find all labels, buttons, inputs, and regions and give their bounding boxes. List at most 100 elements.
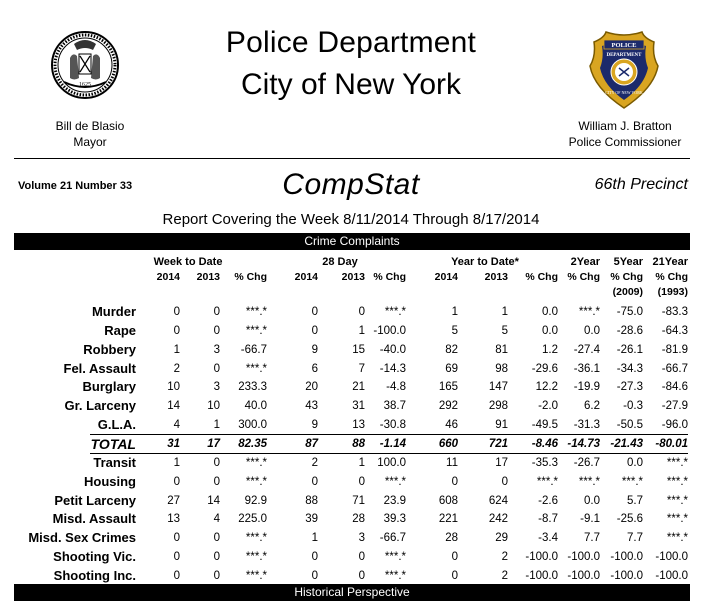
cell-21year-pct: -66.7 (661, 363, 688, 375)
header-21year: 21Year (652, 256, 688, 268)
cell-week-pct: 92.9 (244, 495, 267, 507)
cell-28day-pct: -40.0 (379, 344, 406, 356)
cell-28day-2013: 0 (358, 551, 365, 563)
header-2year: 2Year (570, 256, 600, 268)
subheader-5year-base: (2009) (612, 286, 643, 298)
cell-28day-2014: 43 (305, 400, 318, 412)
cell-21year-pct: -83.3 (661, 306, 688, 318)
cell-2year-pct: -36.1 (573, 363, 600, 375)
row-label: G.L.A. (97, 417, 136, 432)
cell-ytd-2013: 2 (501, 570, 508, 582)
cell-21year-pct: ***.* (666, 495, 688, 507)
cell-28day-pct: ***.* (384, 476, 406, 488)
cell-ytd-2013: 5 (501, 325, 508, 337)
cell-28day-2014: 0 (311, 570, 318, 582)
subheader-21year-base: (1993) (657, 286, 688, 298)
cell-28day-2014: 0 (311, 476, 318, 488)
cell-21year-pct: -80.01 (655, 438, 688, 450)
cell-ytd-2013: 1 (501, 306, 508, 318)
section-bar-historical-perspective: Historical Perspective (14, 584, 690, 601)
precinct-name: 66th Precinct (594, 176, 688, 193)
cell-week-2014: 13 (167, 513, 180, 525)
table-row: Petit Larceny 27 14 92.9 88 71 23.9 608 624 -2.6 0… (0, 492, 702, 510)
cell-5year-pct: -25.6 (616, 513, 643, 525)
police-badge-logo: POLICE DEPARTMENT CITY OF NEW YORK (589, 31, 659, 109)
volume-number: Volume 21 Number 33 (18, 180, 133, 192)
cell-21year-pct: ***.* (666, 532, 688, 544)
cell-28day-2013: 15 (352, 344, 365, 356)
cell-28day-pct: -1.14 (379, 438, 406, 450)
section-bar-crime-complaints: Crime Complaints (14, 233, 690, 250)
cell-ytd-2014: 28 (445, 532, 458, 544)
cell-5year-pct: 5.7 (627, 495, 643, 507)
cell-5year-pct: -28.6 (616, 325, 643, 337)
cell-5year-pct: -26.1 (616, 344, 643, 356)
cell-5year-pct: -0.3 (623, 400, 643, 412)
cell-21year-pct: ***.* (666, 476, 688, 488)
subheader-week-pct: % Chg (234, 271, 267, 283)
cell-21year-pct: ***.* (666, 457, 688, 469)
subheader-ytd-2014: 2014 (434, 271, 458, 283)
cell-5year-pct: -75.0 (616, 306, 643, 318)
cell-28day-2013: 3 (358, 532, 365, 544)
row-label: Shooting Vic. (53, 549, 136, 564)
cell-5year-pct: -34.3 (616, 363, 643, 375)
cell-28day-2014: 9 (311, 419, 318, 431)
cell-ytd-pct: -3.4 (538, 532, 558, 544)
cell-ytd-2013: 29 (495, 532, 508, 544)
cell-21year-pct: -100.0 (655, 570, 688, 582)
row-label: Gr. Larceny (64, 398, 136, 413)
row-label: Misd. Sex Crimes (28, 530, 136, 545)
cell-28day-2014: 20 (305, 381, 318, 393)
table-row: Gr. Larceny 14 10 40.0 43 31 38.7 292 298 -2.0 6.2… (0, 397, 702, 415)
row-label: Robbery (83, 342, 136, 357)
cell-2year-pct: -26.7 (573, 457, 600, 469)
cell-28day-2014: 88 (305, 495, 318, 507)
cell-week-2013: 0 (213, 325, 220, 337)
cell-28day-2013: 0 (358, 476, 365, 488)
cell-28day-pct: ***.* (384, 551, 406, 563)
cell-ytd-pct: -8.46 (531, 438, 558, 450)
badge-top-text: POLICE (612, 42, 637, 49)
cell-ytd-2014: 0 (451, 570, 458, 582)
cell-5year-pct: 7.7 (627, 532, 643, 544)
cell-28day-2014: 0 (311, 306, 318, 318)
table-row: Shooting Inc. 0 0 ***.* 0 0 ***.* 0 2 -100.0 -100.… (0, 567, 702, 585)
cell-week-2014: 0 (173, 325, 180, 337)
total-rule-top (90, 434, 688, 435)
cell-ytd-pct: -100.0 (525, 551, 558, 563)
cell-week-2014: 0 (173, 476, 180, 488)
cell-week-2014: 1 (173, 457, 180, 469)
header-divider (14, 158, 690, 159)
cell-28day-pct: ***.* (384, 570, 406, 582)
cell-ytd-2014: 46 (445, 419, 458, 431)
cell-week-2013: 0 (213, 476, 220, 488)
subheader-week-2013: 2013 (196, 271, 220, 283)
report-period: Report Covering the Week 8/11/2014 Throu… (162, 211, 540, 228)
header-5year: 5Year (613, 256, 643, 268)
cell-28day-pct: 23.9 (383, 495, 406, 507)
cell-week-2013: 14 (207, 495, 220, 507)
subheader-28-2014: 2014 (294, 271, 318, 283)
cell-21year-pct: -96.0 (661, 419, 688, 431)
table-row: Transit 1 0 ***.* 2 1 100.0 11 17 -35.3 -26.7 0.0 **… (0, 454, 702, 472)
cell-ytd-pct: -2.6 (538, 495, 558, 507)
cell-2year-pct: -100.0 (567, 570, 600, 582)
cell-2year-pct: 7.7 (584, 532, 600, 544)
cell-28day-pct: -66.7 (379, 532, 406, 544)
cell-ytd-2014: 0 (451, 551, 458, 563)
cell-ytd-2013: 242 (488, 513, 508, 525)
table-row: Rape 0 0 ***.* 0 1 -100.0 5 5 0.0 0.0 -28.6 -64.3 (0, 322, 702, 340)
row-label: Rape (104, 323, 136, 338)
cell-week-2014: 0 (173, 570, 180, 582)
cell-2year-pct: -19.9 (573, 381, 600, 393)
cell-week-pct: ***.* (245, 306, 267, 318)
cell-28day-pct: 39.3 (383, 513, 406, 525)
cell-week-2013: 0 (213, 570, 220, 582)
cell-ytd-pct: -35.3 (531, 457, 558, 469)
cell-21year-pct: -84.6 (661, 381, 688, 393)
cell-ytd-pct: 1.2 (542, 344, 558, 356)
cell-28day-2013: 1 (358, 325, 365, 337)
header-28-day: 28 Day (322, 256, 358, 268)
row-label: Murder (91, 304, 136, 319)
